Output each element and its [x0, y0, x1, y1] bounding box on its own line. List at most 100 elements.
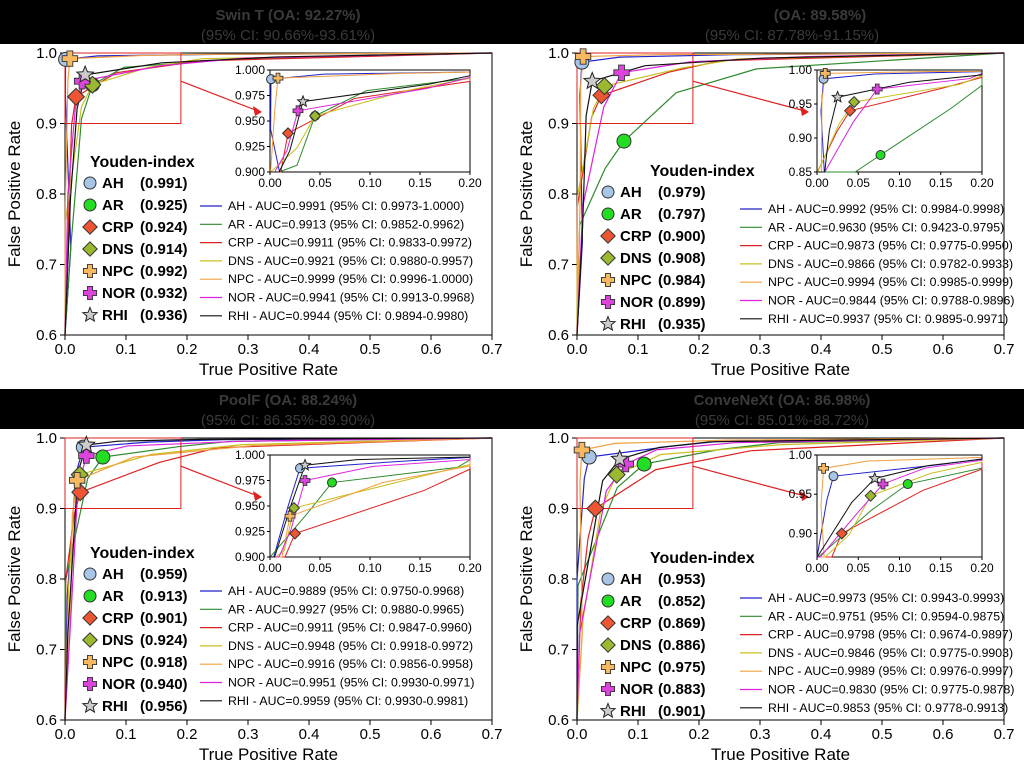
youden-value: (0.940): [140, 676, 188, 693]
youden-marker-plus: [871, 83, 883, 95]
inset-y-tick-label: 1.000: [235, 63, 265, 77]
zoom-box: [576, 437, 694, 509]
panel-convenext: ConveNeXt (OA: 86.98%) (95% CI: 85.01%-8…: [512, 385, 1024, 770]
youden-class-label: NOR: [620, 294, 654, 311]
legend-entry: AR - AUC=0.9913 (95% CI: 0.9852-0.9962): [228, 217, 464, 231]
x-tick-label: 0.0: [55, 726, 76, 743]
youden-marker-plus: [299, 475, 311, 486]
youden-class-label: DNS: [620, 250, 652, 267]
legend-entry: CRP - AUC=0.9911 (95% CI: 0.9847-0.9960): [228, 621, 472, 635]
youden-marker-circle: [902, 479, 913, 490]
x-tick-label: 0.7: [994, 726, 1015, 743]
legend-entry: RHI - AUC=0.9853 (95% CI: 0.9778-0.9913): [768, 701, 1008, 715]
inset-x-tick-label: 0.20: [970, 561, 994, 575]
inset-x-tick-label: 0.15: [408, 176, 432, 190]
youden-marker-plus: [272, 72, 284, 84]
youden-marker-star: [610, 449, 630, 468]
legend-entry: AR - AUC=0.9927 (95% CI: 0.9880-0.9965): [228, 602, 464, 616]
inset-y-tick-label: 0.925: [235, 525, 265, 539]
legend-entry: NOR - AUC=0.9941 (95% CI: 0.9913-0.9968): [228, 291, 474, 305]
y-tick-label: 0.6: [548, 712, 569, 729]
youden-marker-star: [868, 471, 882, 485]
youden-value: (0.869): [658, 615, 706, 632]
youden-class-label: NOR: [102, 285, 136, 302]
youden-title: Youden-index: [90, 154, 195, 171]
x-tick-label: 0.2: [689, 341, 710, 358]
x-tick-label: 0.0: [567, 726, 588, 743]
youden-marker-plus: [600, 659, 616, 675]
youden-marker-diamond: [835, 527, 848, 540]
inset-x-tick-label: 0.05: [308, 176, 332, 190]
y-axis-label: False Positive Rate: [5, 506, 24, 652]
inset-x-tick-label: 0.15: [408, 561, 432, 575]
youden-marker-diamond: [843, 104, 857, 117]
panel-poolf: PoolF (OA: 88.24%) (95% CI: 86.35%-89.90…: [0, 385, 512, 770]
youden-value: (0.959): [140, 566, 188, 583]
youden-class-label: AR: [102, 588, 124, 605]
y-tick-label: 0.8: [36, 571, 57, 588]
x-axis-label: True Positive Rate: [711, 360, 850, 379]
youden-value: (0.901): [658, 703, 706, 720]
zoom-arrow: [180, 80, 259, 112]
y-axis-label: False Positive Rate: [517, 121, 536, 267]
youden-class-label: DNS: [102, 241, 134, 258]
inset-x-tick-label: 0.00: [258, 176, 282, 190]
middle-title-band: [0, 389, 1024, 429]
panel-title: Swin T (OA: 92.27%): [215, 7, 361, 24]
x-tick-label: 0.4: [299, 726, 320, 743]
youden-value: (0.936): [140, 307, 188, 324]
youden-value: (0.924): [140, 632, 188, 649]
x-tick-label: 0.6: [933, 726, 954, 743]
zoom-arrow-head: [800, 491, 809, 501]
panel-title: ConveNeXt (OA: 86.98%): [693, 392, 871, 409]
legend-entry: NOR - AUC=0.9844 (95% CI: 0.9788-0.9896): [768, 294, 1014, 308]
youden-value: (0.925): [140, 197, 188, 214]
inset-y-tick-label: 0.85: [789, 165, 813, 179]
youden-marker-circle: [83, 589, 97, 603]
youden-value: (0.914): [140, 241, 188, 258]
youden-marker-diamond: [82, 632, 98, 648]
youden-value: (0.901): [140, 610, 188, 627]
y-axis-label: False Positive Rate: [517, 506, 536, 652]
youden-marker-plus: [82, 263, 98, 279]
y-tick-label: 0.7: [36, 257, 57, 274]
youden-marker-plus: [818, 462, 829, 474]
youden-marker-plus: [613, 64, 630, 81]
inset-y-tick-label: 0.900: [235, 550, 265, 564]
y-tick-label: 0.9: [36, 116, 57, 133]
x-tick-label: 0.7: [994, 341, 1015, 358]
youden-value: (0.924): [140, 219, 188, 236]
youden-marker-plus: [82, 676, 98, 692]
youden-class-label: NPC: [102, 263, 134, 280]
y-tick-label: 0.8: [548, 186, 569, 203]
inset-y-tick-label: 1.00: [789, 448, 813, 462]
y-tick-label: 0.9: [548, 116, 569, 133]
legend-entry: NPC - AUC=0.9999 (95% CI: 0.9996-1.0000): [228, 272, 473, 286]
youden-class-label: AR: [620, 206, 642, 223]
inset-x-tick-label: 0.05: [847, 176, 871, 190]
x-tick-label: 0.6: [421, 726, 442, 743]
inset-plot-area: [269, 69, 471, 173]
panel-second-model: (OA: 89.58%) (95% CI: 87.78%-91.15%) 0.0…: [512, 0, 1024, 385]
legend-entry: CRP - AUC=0.9911 (95% CI: 0.9833-0.9972): [228, 236, 472, 250]
panel-swin-t: Swin T (OA: 92.27%) (95% CI: 90.66%-93.6…: [0, 0, 512, 385]
youden-class-label: CRP: [102, 219, 134, 236]
zoom-arrow-head: [253, 106, 262, 116]
legend-entry: RHI - AUC=0.9944 (95% CI: 0.9894-0.9980): [228, 309, 468, 323]
youden-value: (0.908): [658, 250, 706, 267]
legend-entry: RHI - AUC=0.9937 (95% CI: 0.9895-0.9971): [768, 312, 1008, 326]
youden-class-label: RHI: [620, 316, 646, 333]
legend-entry: NPC - AUC=0.9994 (95% CI: 0.9985-0.9999): [768, 275, 1013, 289]
youden-marker-diamond: [281, 127, 295, 140]
youden-value: (0.900): [658, 228, 706, 245]
youden-marker-circle: [601, 185, 615, 199]
inset-y-tick-label: 0.925: [235, 140, 265, 154]
youden-marker-circle: [616, 133, 632, 149]
legend-entry: NPC - AUC=0.9916 (95% CI: 0.9856-0.9958): [228, 657, 473, 671]
inset-x-tick-label: 0.10: [358, 176, 382, 190]
youden-value: (0.918): [140, 654, 188, 671]
legend-entry: AR - AUC=0.9630 (95% CI: 0.9423-0.9795): [768, 220, 1004, 234]
legend-entry: AR - AUC=0.9751 (95% CI: 0.9594-0.9875): [768, 609, 1004, 623]
youden-marker-diamond: [600, 228, 616, 244]
inset-x-tick-label: 0.20: [970, 176, 994, 190]
